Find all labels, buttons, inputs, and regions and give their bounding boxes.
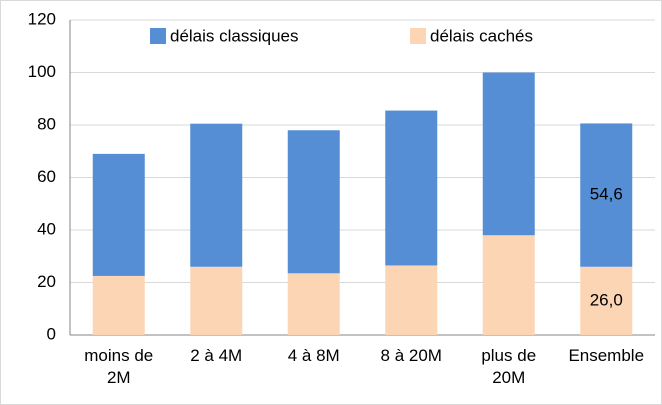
bar-segment — [385, 265, 438, 335]
bar-segment — [580, 123, 633, 267]
x-tick-label: plus de 20M — [481, 346, 537, 387]
data-label: 54,6 — [590, 185, 623, 204]
legend-swatch — [150, 28, 166, 44]
bar-segment — [92, 275, 145, 335]
bar-segment — [287, 130, 340, 274]
bar-segment — [385, 110, 438, 266]
x-tick-label: 4 à 8M — [287, 346, 340, 365]
y-tick-label: 0 — [47, 324, 56, 343]
legend-label: délais classiques — [170, 26, 299, 45]
bar-segment — [190, 266, 243, 335]
bar-segment — [482, 72, 535, 236]
y-tick-label: 60 — [37, 167, 56, 186]
bar-segment — [190, 123, 243, 267]
y-tick-label: 80 — [37, 114, 56, 133]
y-tick-label: 20 — [37, 272, 56, 291]
bar-segment — [580, 266, 633, 335]
x-tick-label: Ensemble — [568, 346, 645, 365]
legend-swatch — [410, 28, 426, 44]
data-label: 26,0 — [590, 290, 623, 309]
x-tick-label: moins de 2M — [84, 346, 154, 387]
x-tick-label: 2 à 4M — [190, 346, 243, 365]
y-tick-label: 120 — [28, 9, 56, 28]
bar-segment — [287, 273, 340, 335]
x-tick-label: 8 à 20M — [380, 346, 442, 365]
bar-segment — [482, 235, 535, 335]
y-tick-label: 40 — [37, 219, 56, 238]
y-tick-label: 100 — [28, 62, 56, 81]
bar-segment — [92, 153, 145, 276]
legend-label: délais cachés — [430, 26, 533, 45]
